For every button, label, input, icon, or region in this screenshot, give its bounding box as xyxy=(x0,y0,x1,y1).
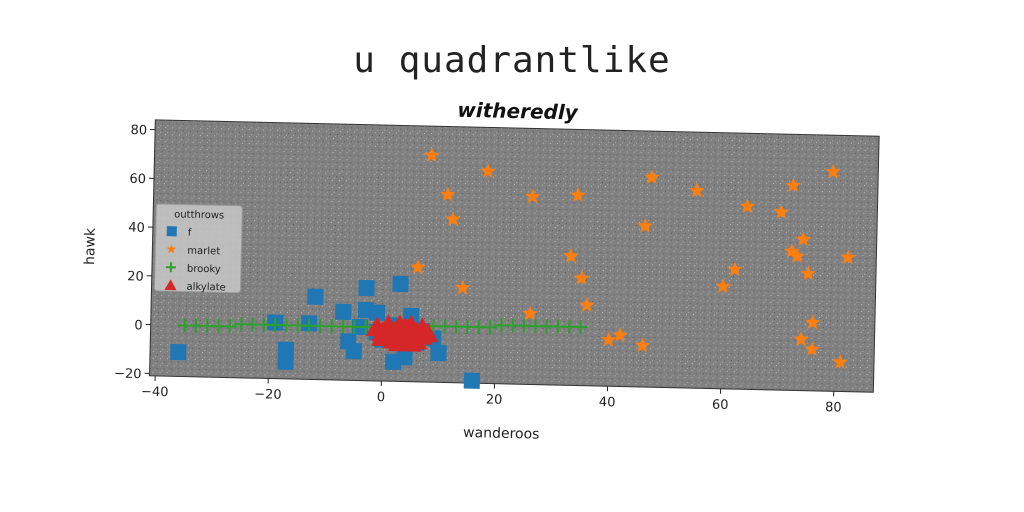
y-tick-label: 20 xyxy=(127,269,144,284)
axis-ticks: −40 −20 0 20 40 60 80 −20 0 20 40 60 80 xyxy=(114,123,842,415)
data-point-f xyxy=(170,343,187,361)
data-point-marlet xyxy=(563,248,579,263)
plot-frame xyxy=(148,119,880,393)
chart-title: witheredly xyxy=(457,98,579,125)
data-point-alkylate xyxy=(365,316,388,337)
data-point-marlet xyxy=(832,354,848,369)
y-tick-label: 0 xyxy=(134,318,143,333)
data-point-f xyxy=(345,342,362,360)
data-point-marlet xyxy=(727,261,743,277)
legend-entry-f: f xyxy=(166,226,192,239)
x-axis-label: wanderoos xyxy=(463,425,540,443)
data-point-marlet xyxy=(715,278,731,293)
data-point-marlet xyxy=(410,259,426,274)
series-alkylate xyxy=(365,314,439,352)
figure-suptitle: u quadrantlike xyxy=(353,40,671,81)
data-point-brooky xyxy=(483,320,498,335)
data-point-marlet xyxy=(789,248,805,263)
data-point-brooky xyxy=(573,320,588,335)
legend-label-brooky: brooky xyxy=(187,264,221,276)
data-point-marlet xyxy=(840,249,856,265)
data-point-marlet xyxy=(601,331,617,347)
x-tick-label: −40 xyxy=(141,385,169,401)
data-point-marlet xyxy=(739,198,756,214)
data-point-alkylate xyxy=(399,331,422,352)
data-point-marlet xyxy=(440,186,456,202)
data-point-marlet xyxy=(445,211,461,226)
x-tick-label: 60 xyxy=(712,398,729,413)
series-marlet xyxy=(410,147,856,369)
y-tick-label: 60 xyxy=(129,172,146,187)
data-point-marlet xyxy=(579,297,595,312)
y-tick-label: −20 xyxy=(114,367,142,383)
data-point-alkylate xyxy=(393,316,416,338)
data-point-marlet xyxy=(805,314,821,330)
legend-marker-brooky xyxy=(165,262,176,273)
legend-label-f: f xyxy=(188,228,192,239)
legend-marker-alkylate xyxy=(164,279,177,291)
data-point-marlet xyxy=(455,279,471,295)
data-marks xyxy=(170,147,856,389)
legend-title: outthrows xyxy=(174,209,224,221)
data-point-alkylate xyxy=(416,322,439,343)
data-point-marlet xyxy=(480,163,496,178)
data-point-brooky xyxy=(222,319,237,334)
y-tick-label: 80 xyxy=(130,123,147,138)
data-point-f xyxy=(277,341,295,358)
data-point-f xyxy=(463,372,481,389)
data-point-f xyxy=(430,344,447,362)
data-point-f xyxy=(396,349,413,366)
data-point-marlet xyxy=(689,182,705,198)
data-point-marlet xyxy=(644,169,660,185)
plot-noise xyxy=(149,119,880,393)
data-point-marlet xyxy=(634,337,651,353)
data-point-marlet xyxy=(793,331,809,346)
data-point-marlet xyxy=(525,188,541,204)
x-tick-label: 0 xyxy=(377,390,386,405)
legend-label-alkylate: alkylate xyxy=(186,282,225,294)
x-tick-label: 80 xyxy=(825,400,842,415)
legend-entries: f marlet brooky alkylate xyxy=(164,226,226,294)
legend-box xyxy=(154,203,243,294)
legend-entry-marlet: marlet xyxy=(166,244,220,257)
legend: outthrows f marlet brooky alkylate xyxy=(154,203,243,294)
legend-marker-marlet xyxy=(166,244,177,254)
data-point-marlet xyxy=(637,218,653,233)
legend-entry-alkylate: alkylate xyxy=(164,279,226,294)
legend-marker-f xyxy=(166,226,177,237)
data-point-alkylate xyxy=(376,323,399,344)
legend-label-marlet: marlet xyxy=(187,246,220,258)
data-point-f xyxy=(335,303,352,321)
y-axis-label: hawk xyxy=(82,227,99,265)
x-tick-label: 40 xyxy=(599,395,616,410)
data-point-marlet xyxy=(795,231,811,247)
data-point-f xyxy=(277,353,294,371)
series-brooky xyxy=(177,317,588,335)
x-tick-label: 20 xyxy=(486,392,503,407)
data-point-marlet xyxy=(785,177,801,193)
data-point-marlet xyxy=(784,243,800,258)
data-point-f xyxy=(358,279,375,297)
y-tick-label: 40 xyxy=(128,221,145,236)
legend-entry-brooky: brooky xyxy=(165,262,221,276)
data-point-f xyxy=(392,275,409,293)
data-point-f xyxy=(307,288,324,305)
data-point-marlet xyxy=(804,341,820,356)
data-point-f xyxy=(369,304,386,321)
data-point-marlet xyxy=(574,270,590,285)
data-point-marlet xyxy=(612,327,628,342)
data-point-marlet xyxy=(424,147,440,162)
data-point-marlet xyxy=(825,163,841,179)
data-point-marlet xyxy=(522,305,538,321)
data-point-marlet xyxy=(800,265,816,281)
data-point-marlet xyxy=(570,187,586,202)
data-point-marlet xyxy=(773,204,789,219)
x-tick-label: −20 xyxy=(254,387,282,403)
